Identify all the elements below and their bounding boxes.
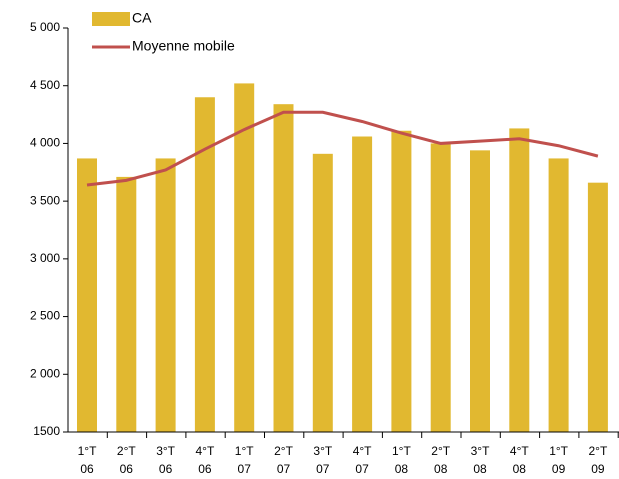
x-tick-label: 2°T 06 xyxy=(117,444,136,476)
bar xyxy=(509,128,530,432)
y-tick-label: 3 000 xyxy=(30,251,60,265)
bar xyxy=(352,136,373,432)
x-tick-label: 1°T 09 xyxy=(549,444,568,476)
x-tick-label: 4°T 06 xyxy=(195,444,214,476)
bar xyxy=(234,83,255,433)
legend-label: Moyenne mobile xyxy=(132,38,235,54)
x-tick-label: 2°T 09 xyxy=(588,444,607,476)
line xyxy=(86,110,599,187)
y-tick-label: 2 500 xyxy=(30,309,60,323)
y-tick-label: 4 000 xyxy=(30,136,60,150)
x-tick-label: 2°T 07 xyxy=(274,444,293,476)
y-tick-label: 3 500 xyxy=(30,193,60,207)
x-tick-label: 1°T 08 xyxy=(392,444,411,476)
y-tick-label: 2 000 xyxy=(30,366,60,380)
bar xyxy=(430,143,451,432)
x-tick-label: 2°T 08 xyxy=(431,444,450,476)
bar xyxy=(548,158,569,433)
legend-label: CA xyxy=(132,10,152,26)
x-tick-label: 3°T 07 xyxy=(313,444,332,476)
bar xyxy=(470,150,490,432)
bar xyxy=(391,130,412,432)
x-tick-label: 1°T 06 xyxy=(78,444,97,476)
x-tick-label: 3°T 08 xyxy=(471,444,490,476)
bar xyxy=(273,104,294,432)
x-tick-label: 4°T 08 xyxy=(510,444,529,476)
bar xyxy=(312,153,333,432)
bar xyxy=(116,176,137,432)
x-tick-label: 3°T 06 xyxy=(156,444,175,476)
x-tick-label: 1°T 07 xyxy=(235,444,254,476)
bar xyxy=(587,182,608,432)
y-tick-label: 1500 xyxy=(33,424,60,438)
legend-swatch xyxy=(92,12,130,26)
bar xyxy=(77,158,97,433)
y-tick-label: 5 000 xyxy=(30,20,60,34)
bar xyxy=(155,158,176,433)
x-tick-label: 4°T 07 xyxy=(353,444,372,476)
y-tick-label: 4 500 xyxy=(30,78,60,92)
bar xyxy=(194,97,215,432)
